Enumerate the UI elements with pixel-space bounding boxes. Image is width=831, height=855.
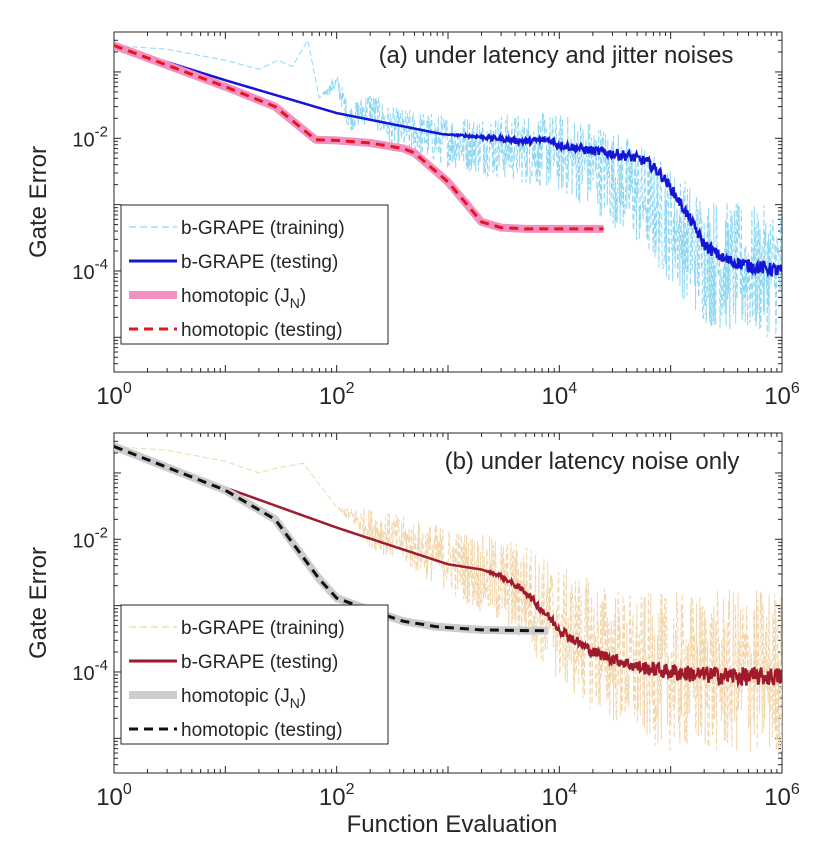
legend-box xyxy=(120,604,389,745)
panel-a: 100 102 104 106 10-2 10-4 Gate Error (a) under … xyxy=(25,31,800,410)
legend-label-1: b-GRAPE (testing) xyxy=(181,652,338,673)
x-tick-label: 104 xyxy=(542,380,578,410)
legend-label-0: b-GRAPE (training) xyxy=(181,218,345,239)
series-layer xyxy=(114,39,782,338)
y-axis-label: Gate Error xyxy=(25,146,52,258)
y-axis-label: Gate Error xyxy=(25,547,52,659)
y-tick-label: 10-4 xyxy=(72,657,108,685)
panel-b: 100 102 104 106 10-2 10-4 Gate Error (b) under … xyxy=(25,432,800,811)
chart-title: (b) under latency noise only xyxy=(445,448,740,475)
legend-label-3: homotopic (testing) xyxy=(181,720,343,741)
series-line-1 xyxy=(114,44,782,279)
tick-marks xyxy=(113,432,783,774)
x-tick-label: 102 xyxy=(319,380,355,410)
x-tick-label: 100 xyxy=(96,380,132,410)
y-tick-label: 10-2 xyxy=(72,524,108,552)
y-tick-label: 10-4 xyxy=(72,256,108,284)
legend-label-2: homotopic (JN) xyxy=(181,686,306,711)
legend-box xyxy=(120,204,389,345)
x-tick-label: 104 xyxy=(542,781,578,811)
legend-label-2: homotopic (JN) xyxy=(181,286,306,311)
legend-label-0: b-GRAPE (training) xyxy=(181,618,345,639)
y-tick-label: 10-2 xyxy=(72,123,108,151)
series-line-3 xyxy=(114,445,549,633)
x-tick-label: 106 xyxy=(764,380,800,410)
chart-title: (a) under latency and jitter noises xyxy=(379,42,734,69)
series-line-0 xyxy=(114,446,782,756)
x-tick-label: 102 xyxy=(319,781,355,811)
x-tick-label: 106 xyxy=(764,781,800,811)
legend: b-GRAPE (training) b-GRAPE (testing) homot… xyxy=(120,204,389,345)
legend-label-3: homotopic (testing) xyxy=(181,320,343,341)
legend-label-1: b-GRAPE (testing) xyxy=(181,252,338,273)
series-line-3 xyxy=(114,44,604,231)
x-tick-label: 100 xyxy=(96,781,132,811)
x-axis-label: Function Evaluation xyxy=(347,811,558,838)
legend: b-GRAPE (training) b-GRAPE (testing) homot… xyxy=(120,604,389,745)
